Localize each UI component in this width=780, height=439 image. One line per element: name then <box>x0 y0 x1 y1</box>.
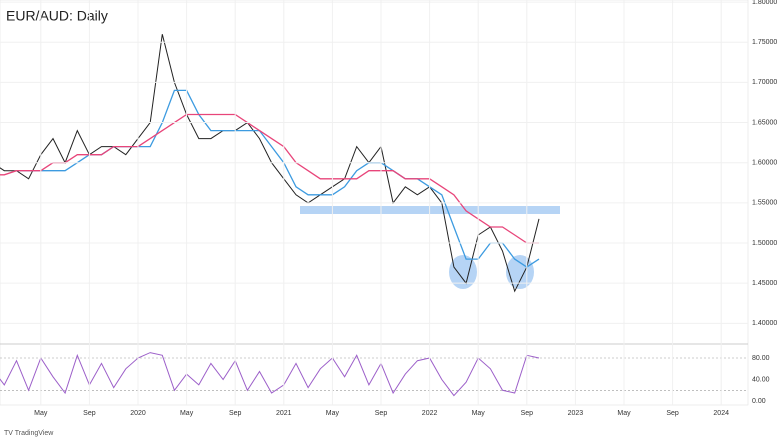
y-tick-label: 1.80000 <box>752 0 777 6</box>
y-tick-label: 1.75000 <box>752 39 777 46</box>
x-tick-label: May <box>180 410 194 417</box>
series-line <box>0 113 539 244</box>
x-tick-label: 2021 <box>276 410 292 417</box>
low-highlight <box>449 255 477 289</box>
x-tick-label: Sep <box>229 410 242 417</box>
x-tick-label: May <box>326 410 340 417</box>
y-tick-label: 40.00 <box>752 376 770 383</box>
y-tick-label: 80.00 <box>752 355 770 362</box>
oscillator-pane <box>0 352 748 397</box>
x-tick-label: 2020 <box>130 410 146 417</box>
watermark: TV TradingView <box>4 430 54 437</box>
series-line <box>0 352 540 397</box>
y-tick-label: 1.65000 <box>752 119 777 126</box>
y-tick-label: 1.55000 <box>752 200 777 207</box>
y-tick-label: 1.60000 <box>752 160 777 167</box>
price-pane <box>0 34 540 293</box>
chart-title: EUR/AUD: Daily <box>6 8 108 24</box>
y-tick-label: 0.00 <box>752 398 766 405</box>
y-tick-label: 1.45000 <box>752 280 777 287</box>
x-tick-label: Sep <box>521 410 534 417</box>
x-tick-label: May <box>617 410 631 417</box>
x-tick-label: 2023 <box>568 410 584 417</box>
series-line <box>0 34 540 293</box>
x-tick-label: 2022 <box>422 410 438 417</box>
axes: May Sep 2020 May Sep 2021 May Sep 2022 May Sep 2023… <box>0 0 777 417</box>
low-highlight <box>506 255 534 289</box>
x-tick-label: Sep <box>666 410 679 417</box>
x-tick-label: May <box>34 410 48 417</box>
x-tick-label: May <box>472 410 486 417</box>
y-tick-label: 1.70000 <box>752 79 777 86</box>
y-tick-label: 1.40000 <box>752 320 777 327</box>
x-tick-label: 2024 <box>713 410 729 417</box>
x-tick-label: Sep <box>375 410 388 417</box>
x-tick-label: Sep <box>83 410 96 417</box>
y-tick-label: 1.50000 <box>752 240 777 247</box>
